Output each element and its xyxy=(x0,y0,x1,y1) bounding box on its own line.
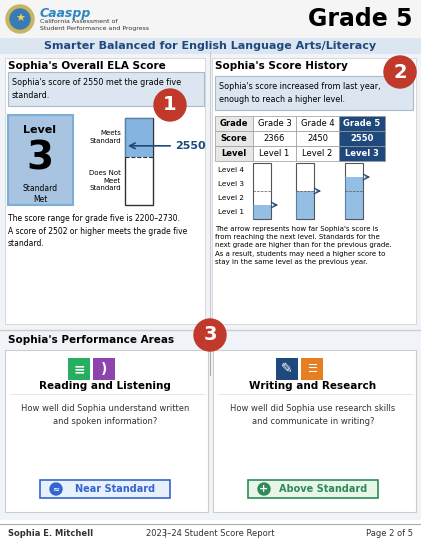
Circle shape xyxy=(50,483,62,495)
Text: Level 3: Level 3 xyxy=(218,181,244,187)
Circle shape xyxy=(6,5,34,33)
Text: Grade 5: Grade 5 xyxy=(344,119,381,128)
Text: Level 1: Level 1 xyxy=(259,149,290,158)
Text: How well did Sophia understand written
and spoken information?: How well did Sophia understand written a… xyxy=(21,404,189,426)
Text: 1: 1 xyxy=(163,96,177,114)
Text: Level 2: Level 2 xyxy=(218,195,244,201)
Bar xyxy=(8,72,204,106)
Text: ★: ★ xyxy=(15,14,25,24)
Bar xyxy=(125,118,153,157)
Bar xyxy=(8,115,73,205)
Bar xyxy=(0,0,421,38)
Bar xyxy=(0,52,421,330)
Bar xyxy=(215,146,253,161)
Bar xyxy=(93,358,115,380)
Text: Grade: Grade xyxy=(220,119,248,128)
Bar xyxy=(301,358,323,380)
Text: ☰: ☰ xyxy=(307,364,317,374)
Text: The arrow represents how far Sophia's score is
from reaching the next level. Sta: The arrow represents how far Sophia's sc… xyxy=(215,226,392,265)
Text: Grade 5: Grade 5 xyxy=(309,7,413,31)
Text: Caaspp: Caaspp xyxy=(40,8,91,21)
Text: Level 1: Level 1 xyxy=(218,209,244,215)
Text: Meets
Standard: Meets Standard xyxy=(89,131,121,144)
Bar xyxy=(339,116,385,131)
Bar xyxy=(248,480,378,498)
Circle shape xyxy=(258,483,270,495)
Text: |: | xyxy=(164,529,166,539)
Text: 2550: 2550 xyxy=(350,134,374,143)
Text: ≡: ≡ xyxy=(73,362,85,376)
Text: 2: 2 xyxy=(393,63,407,82)
Text: Page 2 of 5: Page 2 of 5 xyxy=(366,529,413,539)
Text: +: + xyxy=(259,484,269,494)
Bar xyxy=(253,146,296,161)
Bar xyxy=(345,177,363,219)
Text: ✎: ✎ xyxy=(281,362,293,376)
Text: Sophia's Performance Areas: Sophia's Performance Areas xyxy=(8,335,174,345)
Text: Smarter Balanced for English Language Arts/Literacy: Smarter Balanced for English Language Ar… xyxy=(44,41,376,51)
Text: Level: Level xyxy=(24,125,56,135)
Bar xyxy=(345,163,363,219)
Bar xyxy=(296,131,339,146)
Text: 3: 3 xyxy=(203,325,217,344)
Bar xyxy=(296,191,314,219)
Text: Does Not
Meet
Standard: Does Not Meet Standard xyxy=(89,170,121,191)
Text: ≈: ≈ xyxy=(53,485,59,493)
Bar xyxy=(296,116,339,131)
Bar xyxy=(296,146,339,161)
Bar xyxy=(40,480,170,498)
Text: Near Standard: Near Standard xyxy=(75,484,155,494)
Bar xyxy=(0,38,421,54)
Text: How well did Sophia use research skills
and communicate in writing?: How well did Sophia use research skills … xyxy=(230,404,396,426)
Bar xyxy=(253,205,271,219)
Circle shape xyxy=(10,9,30,29)
Bar xyxy=(253,163,271,219)
Text: Sophia's Overall ELA Score: Sophia's Overall ELA Score xyxy=(8,61,166,71)
Text: 2366: 2366 xyxy=(264,134,285,143)
Text: ): ) xyxy=(101,362,107,376)
Text: Sophia's score of 2550 met the grade five
standard.: Sophia's score of 2550 met the grade fiv… xyxy=(12,78,181,100)
Text: 2450: 2450 xyxy=(307,134,328,143)
Text: Sophia E. Mitchell: Sophia E. Mitchell xyxy=(8,529,93,539)
Bar xyxy=(253,116,296,131)
Bar xyxy=(215,131,253,146)
Bar xyxy=(339,131,385,146)
Bar xyxy=(5,350,208,512)
Circle shape xyxy=(194,319,226,351)
Text: Grade 3: Grade 3 xyxy=(258,119,291,128)
Bar xyxy=(296,163,314,219)
Bar xyxy=(213,350,416,512)
Text: Standard
Met: Standard Met xyxy=(22,184,58,205)
Bar xyxy=(68,358,90,380)
Bar xyxy=(339,146,385,161)
Bar xyxy=(0,330,421,520)
Text: Grade 4: Grade 4 xyxy=(301,119,334,128)
Text: Sophia's score increased from last year,
enough to reach a higher level.: Sophia's score increased from last year,… xyxy=(219,82,381,104)
Text: 2550: 2550 xyxy=(175,141,205,151)
Text: The score range for grade five is 2200–2730.
A score of 2502 or higher meets the: The score range for grade five is 2200–2… xyxy=(8,214,187,248)
Bar xyxy=(212,58,416,324)
Text: Level: Level xyxy=(221,149,247,158)
Text: 3: 3 xyxy=(27,139,53,177)
Bar xyxy=(125,118,153,205)
Text: Level 3: Level 3 xyxy=(345,149,379,158)
Text: Level 2: Level 2 xyxy=(302,149,333,158)
Circle shape xyxy=(384,56,416,88)
Text: Writing and Research: Writing and Research xyxy=(249,381,376,391)
Text: 2023–24 Student Score Report: 2023–24 Student Score Report xyxy=(146,529,274,539)
Bar xyxy=(215,116,253,131)
Text: Above Standard: Above Standard xyxy=(279,484,367,494)
Bar xyxy=(253,131,296,146)
Circle shape xyxy=(154,89,186,121)
Bar xyxy=(276,358,298,380)
Text: California Assessment of
Student Performance and Progress: California Assessment of Student Perform… xyxy=(40,19,149,31)
Bar xyxy=(5,58,205,324)
Text: Level 4: Level 4 xyxy=(218,167,244,173)
Text: Reading and Listening: Reading and Listening xyxy=(39,381,171,391)
Text: Sophia's Score History: Sophia's Score History xyxy=(215,61,348,71)
Bar xyxy=(215,76,413,110)
Text: Score: Score xyxy=(221,134,248,143)
